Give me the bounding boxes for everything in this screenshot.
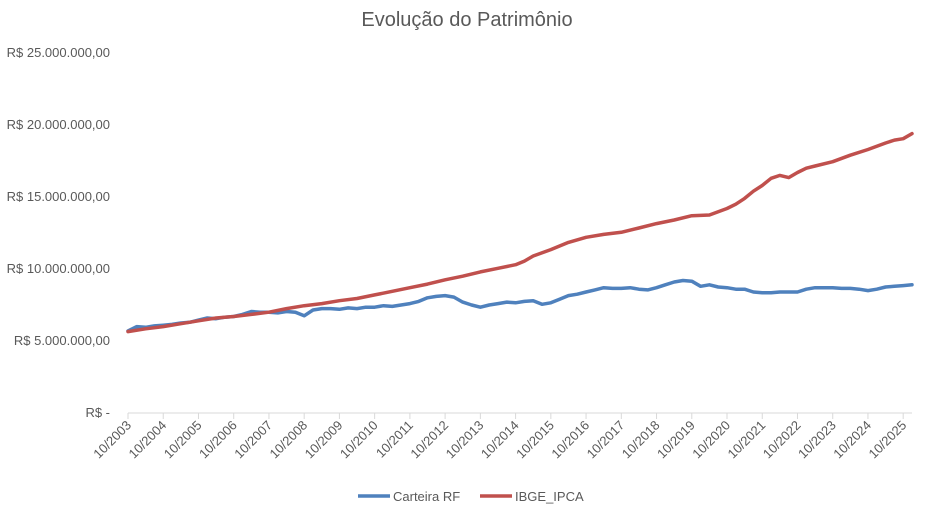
x-tick-label: 10/2012 <box>407 418 451 462</box>
chart-title: Evolução do Patrimônio <box>361 9 572 31</box>
x-tick-label: 10/2024 <box>830 418 874 462</box>
y-tick-label: R$ - <box>85 405 110 420</box>
x-tick-label: 10/2005 <box>161 418 205 462</box>
y-tick-label: R$ 20.000.000,00 <box>7 117 110 132</box>
x-tick-label: 10/2019 <box>654 418 698 462</box>
y-tick-label: R$ 10.000.000,00 <box>7 261 110 276</box>
x-tick-label: 10/2023 <box>795 418 839 462</box>
legend-label: IBGE_IPCA <box>515 489 584 504</box>
x-tick-label: 10/2025 <box>865 418 909 462</box>
x-tick-label: 10/2009 <box>302 418 346 462</box>
x-tick-label: 10/2008 <box>266 418 310 462</box>
y-axis: R$ - R$ 5.000.000,00 R$ 10.000.000,00 R$ 15… <box>7 45 110 420</box>
y-tick-label: R$ 5.000.000,00 <box>14 333 110 348</box>
y-tick-label: R$ 15.000.000,00 <box>7 189 110 204</box>
x-tick-label: 10/2020 <box>689 418 733 462</box>
x-tick-label: 10/2021 <box>725 418 769 462</box>
series-line-carteira-rf <box>126 278 914 333</box>
x-tick-label: 10/2007 <box>231 418 275 462</box>
x-axis: 10/200310/200410/200510/200610/200710/20… <box>90 412 912 462</box>
x-tick-label: 10/2014 <box>478 418 522 462</box>
x-tick-label: 10/2016 <box>548 418 592 462</box>
legend: Carteira RF IBGE_IPCA <box>358 489 584 504</box>
x-tick-label: 10/2010 <box>337 418 381 462</box>
plot-area <box>126 131 914 334</box>
x-tick-label: 10/2003 <box>90 418 134 462</box>
x-tick-label: 10/2017 <box>584 418 628 462</box>
y-tick-label: R$ 25.000.000,00 <box>7 45 110 60</box>
x-tick-label: 10/2013 <box>443 418 487 462</box>
x-tick-label: 10/2006 <box>196 418 240 462</box>
series-line-ibge-ipca <box>126 131 914 334</box>
x-tick-label: 10/2018 <box>619 418 663 462</box>
x-tick-label: 10/2004 <box>126 418 170 462</box>
x-tick-label: 10/2022 <box>760 418 804 462</box>
x-tick-label: 10/2015 <box>513 418 557 462</box>
legend-label: Carteira RF <box>393 489 460 504</box>
